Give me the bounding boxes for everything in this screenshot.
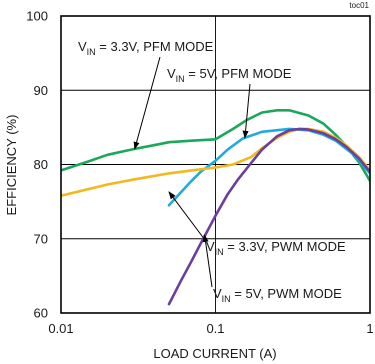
y-tick-label: 100 [26,9,48,24]
x-tick-label: 0.01 [48,321,73,336]
annotation-arrow [133,56,161,150]
x-tick-label: 0.1 [206,321,224,336]
plot-frame [60,15,371,314]
annotations: VIN = 3.3V, PFM MODE VIN = 5V, PFM MODE VI… [78,39,346,304]
annotation-label: VIN = 3.3V, PWM MODE [206,239,346,257]
grid-lines [61,16,370,313]
y-tick-label: 90 [34,83,48,98]
y-axis-title: EFFICIENCY (%) [4,115,19,216]
y-tick-label: 60 [34,306,48,321]
annotation-label: VIN = 5V, PFM MODE [167,66,292,84]
x-tick-label: 1 [366,321,373,336]
x-axis-title: LOAD CURRENT (A) [153,346,276,361]
y-tick-label: 80 [34,157,48,172]
series-5v-pwm-line [167,127,370,306]
annotation-label: VIN = 3.3V, PFM MODE [78,39,214,57]
tick-labels: 0.01 0.1 1 60 70 80 90 100 [26,9,373,337]
y-tick-label: 70 [34,231,48,246]
annotation-arrow [168,191,206,241]
figure-tag: toc01 [349,1,369,10]
annotation-arrow [242,83,251,139]
annotation-label: VIN = 5V, PWM MODE [213,286,342,304]
annotation-arrow [202,234,213,288]
